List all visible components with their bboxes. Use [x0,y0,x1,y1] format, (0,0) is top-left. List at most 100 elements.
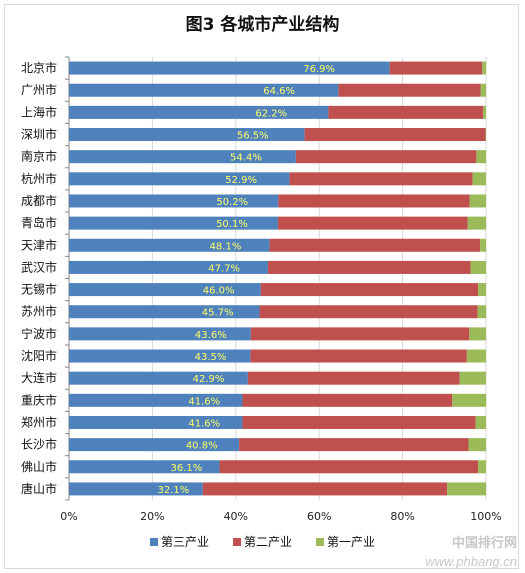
bar-segment [389,61,483,75]
category-label: 宁波市 [21,326,57,341]
bar-segment [483,105,486,119]
x-tick-label: 60% [307,510,331,523]
bar-segment [472,172,486,186]
bar-segment [69,83,339,97]
bar-segment [476,150,486,164]
chart-title: 图3 各城市产业结构 [185,15,340,35]
legend-swatch [233,538,241,546]
bar-segment [304,128,486,142]
bar-segment [480,238,486,252]
data-label: 54.4% [230,153,262,164]
bar-segment [478,460,486,474]
bar-segment [459,371,486,385]
data-label: 56.5% [237,131,269,142]
bar-segment [477,305,486,319]
category-label: 南京市 [21,149,57,164]
category-label: 无锡市 [21,282,57,297]
x-tick-label: 0% [60,510,77,523]
bar-segment [338,83,481,97]
category-label: 苏州市 [21,304,57,319]
bar-segment [328,105,484,119]
bar-segment [447,482,486,496]
bar-segment [250,327,470,341]
bar-segment [269,238,481,252]
bar-segment [267,260,471,274]
bar-segment [69,349,251,363]
bar-segment [278,194,470,208]
data-label: 41.6% [188,418,220,429]
legend-label: 第二产业 [244,535,292,549]
category-label: 青岛市 [21,215,57,230]
bar-segment [69,105,329,119]
category-label: 唐山市 [21,481,57,496]
bar-segment [250,349,467,363]
bar-segment [69,305,260,319]
bar-segment [69,283,261,297]
category-label: 深圳市 [21,127,57,142]
bar-segment [295,150,477,164]
bar-segment [69,172,290,186]
bar-segment [468,438,486,452]
legend-swatch [150,538,158,546]
watermark-url: www.phbang.cn [425,554,517,569]
bar-segment [219,460,479,474]
bar-segment [469,194,486,208]
bar-segment [467,216,486,230]
data-label: 36.1% [171,463,203,474]
category-label: 北京市 [21,60,57,75]
category-label: 郑州市 [21,414,57,429]
data-label: 45.7% [202,308,234,319]
data-label: 50.2% [216,197,248,208]
bar-segment [469,327,486,341]
data-label: 41.6% [188,396,220,407]
bar-segment [69,327,251,341]
bar-segment [475,415,486,429]
category-label: 佛山市 [21,459,57,474]
x-tick-label: 20% [140,510,164,523]
bar-segment [69,61,390,75]
category-label: 广州市 [21,82,57,97]
category-label: 上海市 [21,104,57,119]
category-label: 天津市 [21,237,57,252]
bar-segment [259,305,478,319]
category-label: 大连市 [21,370,57,385]
data-label: 32.1% [158,485,190,496]
category-label: 沈阳市 [21,348,57,363]
bar-segment [482,61,486,75]
x-tick-label: 100% [470,510,501,523]
category-label: 杭州市 [21,171,57,186]
bar-segment [69,260,268,274]
bar-segment [247,371,460,385]
data-label: 48.1% [210,241,242,252]
category-label: 长沙市 [21,437,57,452]
bar-segment [69,128,305,142]
data-label: 47.7% [208,263,240,274]
bar-segment [242,415,476,429]
legend-swatch [316,538,324,546]
bar-segment [69,194,279,208]
bar-segment [69,150,296,164]
bar-segment [480,83,486,97]
category-label: 成都市 [21,193,57,208]
data-label: 50.1% [216,219,248,230]
data-label: 76.9% [303,64,335,75]
data-label: 46.0% [203,286,235,297]
bar-segment [260,283,479,297]
bar-segment [69,371,248,385]
data-label: 64.6% [263,86,295,97]
bar-segment [466,349,486,363]
data-label: 62.2% [255,108,287,119]
bar-segment [69,460,220,474]
legend-label: 第三产业 [161,535,209,549]
bar-segment [242,393,453,407]
bar-segment [202,482,448,496]
bar-segment [289,172,473,186]
data-label: 40.8% [186,441,218,452]
data-label: 52.9% [225,175,257,186]
category-label: 重庆市 [21,392,57,407]
x-tick-label: 40% [224,510,248,523]
x-tick-label: 80% [390,510,414,523]
bar-segment [69,438,240,452]
bar-segment [69,482,203,496]
bar-segment [69,393,243,407]
